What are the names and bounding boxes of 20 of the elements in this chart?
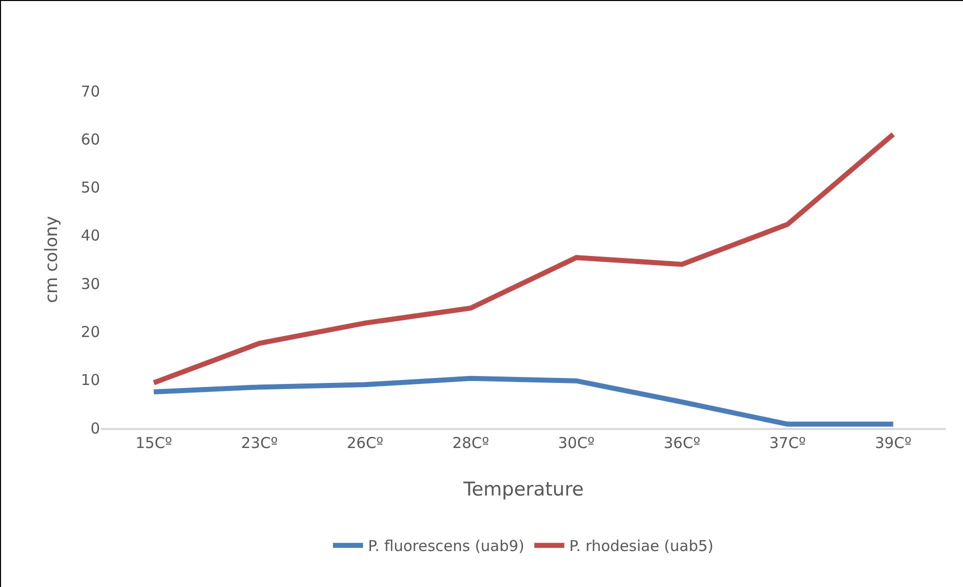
x-tick-label: 37Cº [769, 434, 806, 452]
y-tick-label: 20 [80, 322, 100, 341]
y-tick-label: 0 [90, 419, 100, 438]
y-tick-label: 10 [80, 371, 100, 390]
x-tick-label: 36Cº [664, 434, 700, 452]
x-tick-label: 30Cº [558, 434, 595, 452]
x-tick-label: 15Cº [135, 434, 172, 452]
y-tick-label: 40 [80, 226, 100, 245]
x-tick-label: 28Cº [452, 434, 490, 452]
y-tick-label: 60 [80, 130, 100, 148]
x-tick-label: 26Cº [346, 434, 384, 452]
y-tick-label: 30 [80, 274, 100, 293]
y-tick-label: 50 [80, 178, 100, 197]
y-tick-label: 70 [80, 82, 100, 100]
y-axis-title: cm colony [42, 216, 62, 304]
x-tick-label: 39Cº [874, 434, 912, 452]
legend-label: P. fluorescens (uab9) [368, 537, 524, 556]
x-axis-title: Temperature [462, 478, 584, 500]
legend-label: P. rhodesiae (uab5) [569, 537, 714, 556]
x-tick-label: 23Cº [241, 434, 278, 452]
